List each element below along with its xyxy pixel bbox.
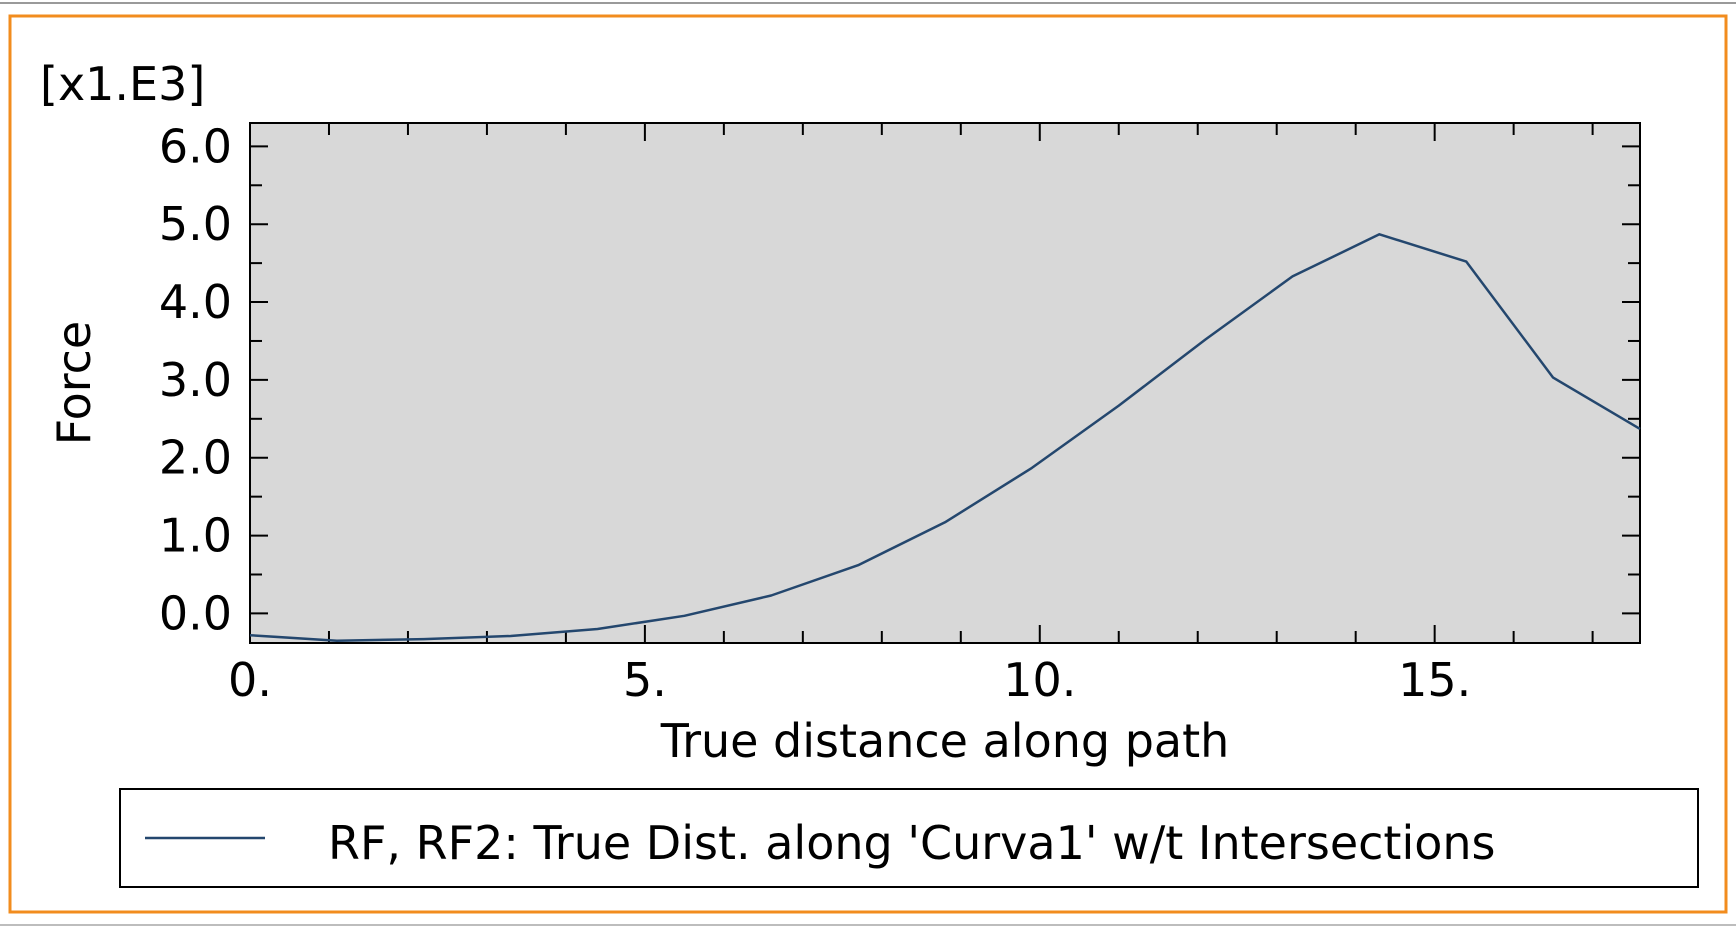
series-line xyxy=(249,233,1641,642)
x-tick-label: 10. xyxy=(1003,653,1076,707)
legend-box xyxy=(119,788,1699,888)
legend-entry-label: RF, RF2: True Dist. along 'Curva1' w/t I… xyxy=(328,816,1496,870)
y-tick-label: 2.0 xyxy=(159,431,232,485)
y-tick-label: 1.0 xyxy=(159,509,232,563)
axis-ticks xyxy=(249,123,1640,643)
y-multiplier-label: [x1.E3] xyxy=(40,57,205,111)
x-tick-label: 0. xyxy=(228,653,272,707)
x-tick-label: 5. xyxy=(623,653,667,707)
x-axis-label: True distance along path xyxy=(660,714,1230,768)
y-tick-label: 0.0 xyxy=(159,586,232,640)
y-tick-label: 3.0 xyxy=(159,353,232,407)
y-axis-label: Force xyxy=(47,321,101,445)
legend: RF, RF2: True Dist. along 'Curva1' w/t I… xyxy=(119,788,1699,888)
plot-area xyxy=(249,122,1641,644)
y-tick-label: 4.0 xyxy=(159,275,232,329)
x-tick-label: 15. xyxy=(1398,653,1471,707)
y-tick-label: 5.0 xyxy=(159,197,232,251)
y-tick-label: 6.0 xyxy=(159,119,232,173)
tick-labels: 0. 5. 10. 15. 0.0 1.0 2.0 3.0 4.0 5.0 6.0 xyxy=(159,119,1471,707)
series-layer xyxy=(249,233,1641,642)
